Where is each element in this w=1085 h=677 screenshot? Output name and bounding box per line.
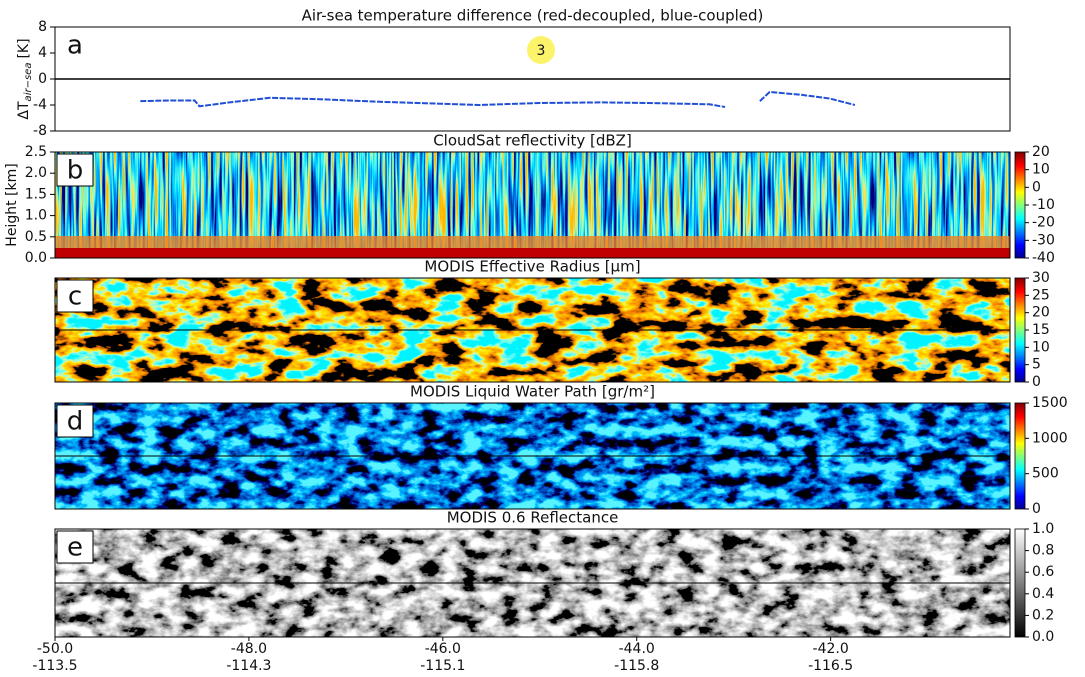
- y-tick-label: 1.0: [25, 208, 47, 224]
- x-tick-label-secondary: -114.3: [226, 658, 271, 673]
- panel-title: MODIS Effective Radius [μm]: [424, 258, 640, 276]
- y-label-main: ΔT: [16, 101, 32, 120]
- panel-title: MODIS Liquid Water Path [gr/m²]: [410, 383, 655, 401]
- y-tick-label: 2.5: [25, 144, 47, 160]
- panel-title: MODIS 0.6 Reflectance: [447, 509, 619, 527]
- colorbar-tick-label: 20: [1032, 305, 1050, 321]
- y-label-unit: [K]: [16, 38, 32, 58]
- colorbar-tick-label: 0.4: [1032, 586, 1054, 602]
- x-tick-label-secondary: -113.5: [32, 658, 77, 673]
- colorbar-tick-label: 15: [1032, 322, 1050, 338]
- colorbar-tick-label: -40: [1032, 250, 1055, 266]
- x-tick-label: -44.0: [619, 641, 655, 657]
- series-line: [140, 90, 856, 108]
- y-tick-label: 8: [38, 19, 47, 35]
- axes-frame: [54, 402, 1011, 510]
- axes-frame: [54, 528, 1011, 638]
- y-label-sub: air−sea: [23, 63, 34, 102]
- colorbar-tick-label: 25: [1032, 287, 1050, 303]
- colorbar-tick-label: 0.2: [1032, 607, 1054, 623]
- x-tick-label: -50.0: [37, 641, 73, 657]
- colorbar-tick-label: 30: [1032, 270, 1050, 286]
- colorbar-tick-label: 1000: [1032, 430, 1068, 446]
- panel-title: CloudSat reflectivity [dBZ]: [433, 132, 632, 150]
- panel-letter: b: [67, 156, 84, 186]
- panel-letter-box: [57, 29, 93, 61]
- panel-letter: d: [67, 407, 84, 437]
- colorbar-tick-label: -30: [1032, 232, 1055, 248]
- panel-letter-box: [56, 404, 94, 438]
- y-tick-label: 2.0: [25, 165, 47, 181]
- colorbar: [1014, 277, 1026, 383]
- x-tick-label: -46.0: [425, 641, 461, 657]
- x-tick-label: -48.0: [231, 641, 267, 657]
- axes-frame: [54, 277, 1011, 383]
- low-band: [55, 236, 1010, 248]
- colorbar-tick-label: 0.0: [1032, 629, 1054, 645]
- colorbar-tick-label: 5: [1032, 357, 1041, 373]
- panel-letter: e: [67, 533, 83, 563]
- x-tick-label: -42.0: [813, 641, 849, 657]
- colorbar-tick-label: -10: [1032, 197, 1055, 213]
- axes-frame: [54, 151, 1011, 259]
- colorbar-tick-label: 0: [1032, 501, 1041, 517]
- colorbar-tick-label: 20: [1032, 144, 1050, 160]
- y-tick-label: 0.5: [25, 229, 47, 245]
- colorbar-tick-label: 0.8: [1032, 543, 1054, 559]
- y-axis-label: ΔTair−sea [K]: [16, 38, 34, 119]
- panel-letter-box: [56, 279, 94, 313]
- y-tick-label: -8: [33, 123, 47, 139]
- annotation: 3: [537, 43, 546, 59]
- x-tick-label-secondary: -115.1: [420, 658, 465, 673]
- y-tick-label: 4: [38, 45, 47, 61]
- colorbar-tick-label: 1500: [1032, 395, 1068, 411]
- axes-frame: [54, 26, 1011, 132]
- panel-letter: c: [68, 282, 82, 312]
- colorbar-tick-label: 500: [1032, 466, 1059, 482]
- y-tick-label: -4: [33, 97, 47, 113]
- panel-letter: a: [67, 31, 83, 61]
- colorbar: [1014, 402, 1026, 510]
- annotation-marker: [527, 36, 555, 64]
- colorbar-tick-label: 0: [1032, 179, 1041, 195]
- y-tick-label: 1.5: [25, 186, 47, 202]
- panel-letter-box: [56, 530, 94, 564]
- colorbar: [1014, 151, 1026, 259]
- x-tick-label-secondary: -116.5: [808, 658, 853, 673]
- x-tick-label-secondary: -115.8: [614, 658, 659, 673]
- colorbar-tick-label: 0: [1032, 374, 1041, 390]
- colorbar-tick-label: 10: [1032, 162, 1050, 178]
- colorbar-tick-label: 10: [1032, 339, 1050, 355]
- panel-letter-box: [56, 153, 94, 187]
- y-tick-label: 0: [38, 71, 47, 87]
- colorbar-tick-label: 1.0: [1032, 521, 1054, 537]
- panel-title: Air-sea temperature difference (red-deco…: [302, 7, 764, 25]
- y-tick-label: 0.0: [25, 250, 47, 266]
- colorbar-tick-label: -20: [1032, 215, 1055, 231]
- surface-band: [55, 248, 1010, 258]
- colorbar: [1014, 528, 1026, 638]
- colorbar-tick-label: 0.6: [1032, 564, 1054, 580]
- y-axis-label: Height [km]: [4, 163, 20, 246]
